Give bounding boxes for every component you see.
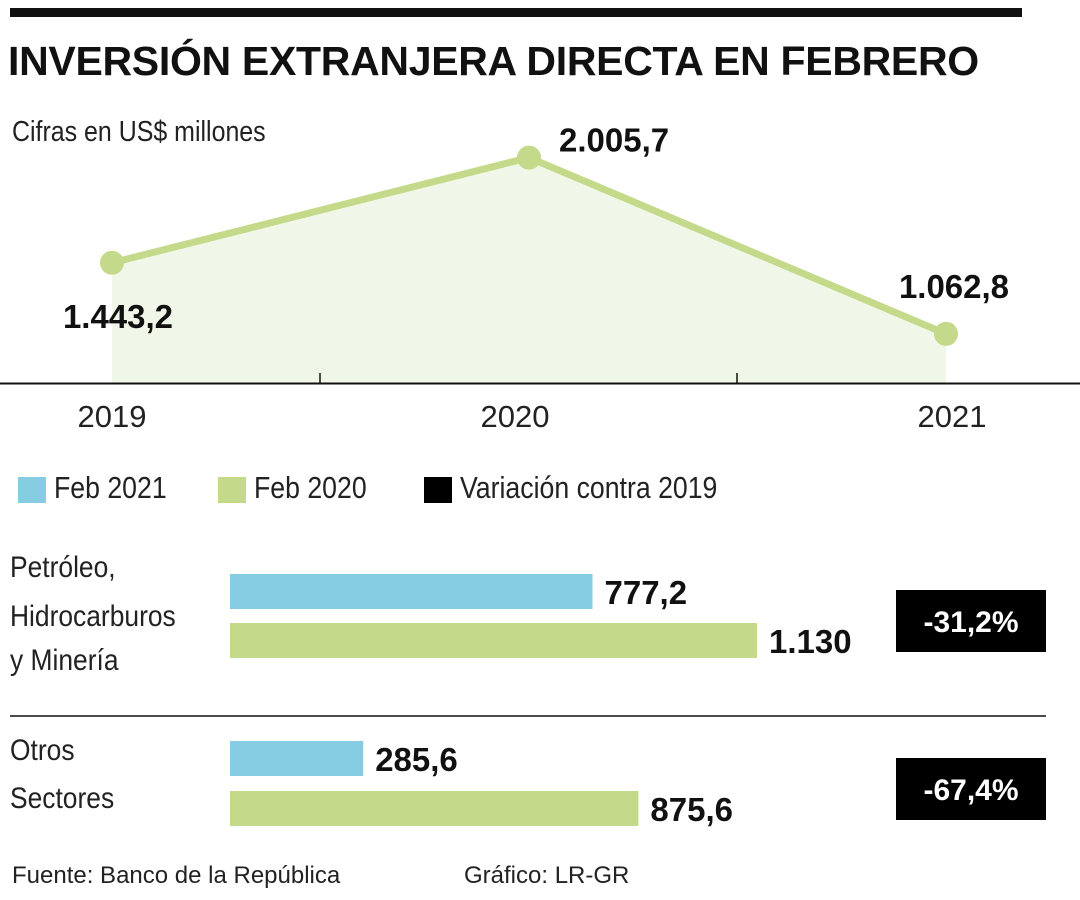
data-point-2020 xyxy=(517,145,541,170)
legend-label-variation: Variación contra 2019 xyxy=(460,470,718,505)
category-label-otros-line-1: Otros xyxy=(10,732,75,766)
variation-value-petroleo: -31,2% xyxy=(923,606,1018,639)
legend-label-feb-2021: Feb 2021 xyxy=(54,470,167,505)
category-label-petroleo-line-2: Hidrocarburos xyxy=(10,598,176,632)
x-tick-label-2021: 2021 xyxy=(918,399,987,434)
x-tick-label-2019: 2019 xyxy=(78,399,147,434)
chart-title: INVERSIÓN EXTRANJERA DIRECTA EN FEBRERO xyxy=(8,38,979,84)
line-area xyxy=(112,157,946,383)
top-rule xyxy=(10,8,1022,17)
bar-chart: Petróleo, Hidrocarburos y Minería 777,2 1.13… xyxy=(10,549,1046,828)
bar-otros-feb-2021 xyxy=(230,741,364,776)
bar-value-petroleo-feb-2021: 777,2 xyxy=(605,574,688,611)
bar-petroleo-feb-2020 xyxy=(230,623,757,658)
data-label-2019: 1.443,2 xyxy=(63,298,173,335)
bar-value-petroleo-feb-2020: 1.130 xyxy=(769,623,852,660)
x-tick-label-2020: 2020 xyxy=(481,399,550,434)
bar-value-otros-feb-2021: 285,6 xyxy=(375,741,458,778)
category-label-petroleo-line-1: Petróleo, xyxy=(10,549,116,583)
legend-swatch-variation xyxy=(424,477,452,503)
data-point-2019 xyxy=(100,250,124,275)
variation-value-otros: -67,4% xyxy=(923,774,1018,807)
category-label-otros-line-2: Sectores xyxy=(10,780,114,814)
credit-note: Gráfico: LR-GR xyxy=(464,862,630,889)
chart-subtitle: Cifras en US$ millones xyxy=(12,116,266,148)
variation-box-petroleo xyxy=(896,590,1046,652)
bar-otros-feb-2020 xyxy=(230,791,639,826)
bar-value-otros-feb-2020: 875,6 xyxy=(650,791,733,828)
legend-swatch-feb-2021 xyxy=(18,477,46,503)
legend-swatch-feb-2020 xyxy=(218,477,246,503)
variation-box-otros xyxy=(896,758,1046,820)
source-note: Fuente: Banco de la República xyxy=(12,862,341,889)
bar-petroleo-feb-2021 xyxy=(230,574,593,609)
data-label-2020: 2.005,7 xyxy=(559,122,669,159)
line-chart: 1.443,2 2.005,7 1.062,8 2019 2020 2021 xyxy=(0,122,1080,434)
legend-label-feb-2020: Feb 2020 xyxy=(254,470,367,505)
data-label-2021: 1.062,8 xyxy=(899,268,1009,305)
category-label-petroleo-line-3: y Minería xyxy=(10,642,119,676)
data-point-2021 xyxy=(934,321,958,346)
